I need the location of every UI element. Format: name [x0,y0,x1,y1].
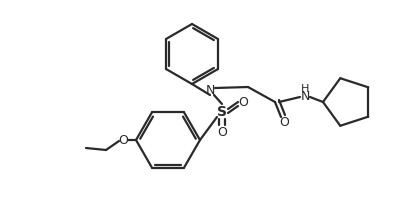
Text: O: O [279,116,289,128]
Text: N: N [300,89,310,102]
Text: N: N [206,84,215,96]
Text: O: O [217,127,227,139]
Text: O: O [118,134,128,146]
Text: H: H [301,84,309,94]
Text: S: S [217,105,227,119]
Text: O: O [238,95,248,109]
